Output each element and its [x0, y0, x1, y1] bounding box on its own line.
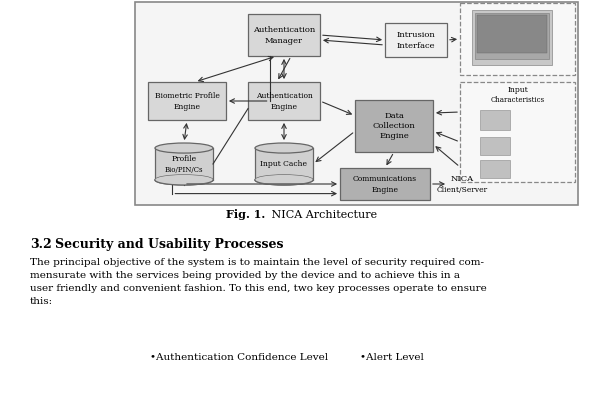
Bar [248, 82, 320, 120]
Bar [355, 100, 433, 152]
Ellipse shape [155, 175, 213, 185]
Text: Input: Input [507, 86, 528, 94]
Bar [480, 137, 510, 155]
Bar [385, 23, 447, 57]
Bar [148, 82, 226, 120]
Text: Communications: Communications [353, 175, 417, 183]
Text: Authentication: Authentication [256, 92, 313, 100]
Text: Interface: Interface [397, 42, 435, 50]
Bar [340, 168, 430, 200]
Ellipse shape [255, 143, 313, 153]
Text: Security and Usability Processes: Security and Usability Processes [55, 238, 284, 251]
Text: Data: Data [384, 112, 404, 120]
Text: 3.2: 3.2 [30, 238, 52, 251]
Bar [477, 15, 547, 53]
Text: Engine: Engine [271, 103, 298, 111]
Text: •Alert Level: •Alert Level [360, 354, 424, 362]
Bar [135, 2, 578, 205]
Text: Engine: Engine [379, 132, 409, 140]
Bar [255, 148, 313, 180]
Text: NICA: NICA [451, 175, 473, 183]
Text: NICA Architecture: NICA Architecture [268, 210, 377, 220]
Text: Input Cache: Input Cache [260, 160, 308, 168]
Bar [475, 13, 549, 59]
Ellipse shape [155, 175, 213, 185]
Text: Authentication: Authentication [253, 26, 315, 34]
Text: The principal objective of the system is to maintain the level of security requi: The principal objective of the system is… [30, 258, 484, 267]
Text: Engine: Engine [371, 186, 398, 194]
Ellipse shape [255, 175, 313, 185]
Ellipse shape [155, 143, 213, 153]
Ellipse shape [255, 175, 313, 185]
Text: Intrusion: Intrusion [397, 31, 436, 39]
Text: Client/Server: Client/Server [436, 186, 488, 194]
Bar [155, 148, 213, 180]
Bar [248, 14, 320, 56]
Bar [460, 82, 575, 182]
Text: Engine: Engine [173, 103, 200, 111]
Text: Fig. 1.: Fig. 1. [226, 210, 265, 220]
Text: Profile: Profile [172, 155, 197, 163]
Text: Characteristics: Characteristics [490, 96, 545, 104]
Bar [480, 110, 510, 130]
Text: this:: this: [30, 297, 53, 306]
Text: Collection: Collection [373, 122, 415, 130]
Text: user friendly and convenient fashion. To this end, two key processes operate to : user friendly and convenient fashion. To… [30, 284, 487, 293]
Bar [480, 160, 510, 178]
Text: mensurate with the services being provided by the device and to achieve this in : mensurate with the services being provid… [30, 271, 460, 280]
Text: •Authentication Confidence Level: •Authentication Confidence Level [150, 354, 328, 362]
Text: Bio/PIN/Cs: Bio/PIN/Cs [165, 166, 203, 174]
Text: Biometric Profile: Biometric Profile [155, 92, 220, 100]
Bar [460, 3, 575, 75]
Bar [472, 10, 552, 65]
Text: Manager: Manager [265, 37, 303, 45]
